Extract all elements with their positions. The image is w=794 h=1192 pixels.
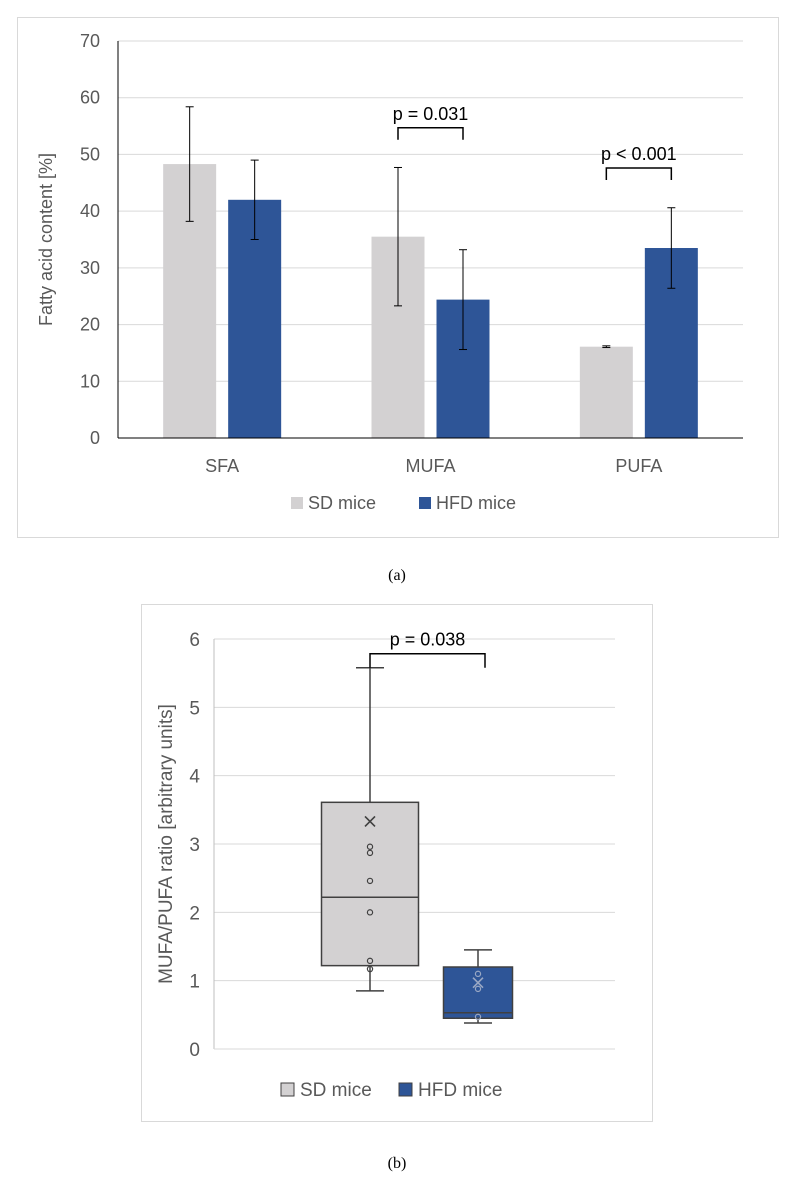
data-point <box>474 985 482 993</box>
y-tick-label: 60 <box>80 88 100 108</box>
significance-bracket <box>605 167 673 181</box>
mean-marker <box>472 977 484 989</box>
significance-label: p = 0.038 <box>390 630 466 650</box>
caption-b: (b) <box>387 1155 407 1172</box>
y-tick-label: 70 <box>80 31 100 51</box>
significance-bracket <box>369 652 486 668</box>
significance-label: p = 0.031 <box>393 104 469 124</box>
legend-label-sd: SD mice <box>300 1080 372 1101</box>
y-tick-label: 20 <box>80 315 100 335</box>
y-tick-label: 1 <box>189 972 200 993</box>
legend-swatch-hfd <box>419 497 431 509</box>
y-tick-label: 2 <box>189 903 200 924</box>
data-point <box>474 1013 482 1021</box>
legend-label-hfd: HFD mice <box>418 1080 502 1101</box>
x-tick-label: SFA <box>205 456 239 476</box>
y-tick-label: 50 <box>80 144 100 164</box>
y-tick-label: 40 <box>80 201 100 221</box>
bar <box>579 346 633 438</box>
legend-label-sd: SD mice <box>308 493 376 513</box>
x-tick-label: MUFA <box>405 456 455 476</box>
significance-bracket <box>397 127 464 140</box>
y-axis-label: MUFA/PUFA ratio [arbitrary units] <box>156 704 177 984</box>
chart-a-panel: 0 10 20 30 40 50 60 70 Fatty acid content [%] SFA… <box>17 17 779 538</box>
legend: SD mice HFD mice <box>291 493 516 513</box>
legend-swatch-hfd <box>398 1082 413 1097</box>
legend-swatch-sd <box>291 497 303 509</box>
data-point <box>366 909 374 916</box>
y-tick-label: 5 <box>189 698 200 719</box>
data-point <box>366 965 374 973</box>
box-chart: 0 1 2 3 4 5 6 MUFA/PUFA ratio [arbitrary units]… <box>156 630 615 1101</box>
legend: SD mice HFD mice <box>280 1080 502 1101</box>
y-tick-label: 30 <box>80 258 100 278</box>
significance-label: p < 0.001 <box>601 144 677 164</box>
chart-b-panel: 0 1 2 3 4 5 6 MUFA/PUFA ratio [arbitrary units]… <box>141 604 653 1122</box>
bar-chart: 0 10 20 30 40 50 60 70 Fatty acid content [%] SFA… <box>36 31 743 513</box>
y-axis-label: Fatty acid content [%] <box>36 153 56 326</box>
y-tick-label: 0 <box>189 1040 200 1061</box>
data-point <box>366 957 374 965</box>
y-tick-label: 10 <box>80 371 100 391</box>
y-tick-label: 4 <box>189 767 200 788</box>
caption-a: (a) <box>388 567 406 584</box>
data-point <box>366 877 374 885</box>
mean-marker <box>364 815 376 828</box>
legend-swatch-sd <box>280 1082 295 1097</box>
box <box>442 966 514 1019</box>
y-tick-label: 6 <box>189 630 200 651</box>
y-tick-label: 3 <box>189 835 200 856</box>
data-point <box>474 970 482 978</box>
y-tick-label: 0 <box>90 428 100 448</box>
data-point <box>366 843 374 850</box>
x-tick-label: PUFA <box>615 456 662 476</box>
data-point <box>366 849 374 857</box>
legend-label-hfd: HFD mice <box>436 493 516 513</box>
